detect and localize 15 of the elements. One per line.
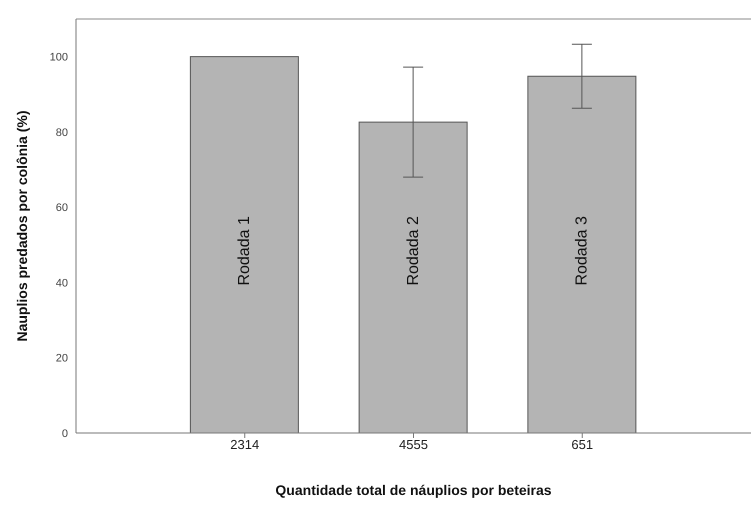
- y-tick-label: 20: [56, 352, 68, 365]
- x-tick-label: 2314: [230, 437, 260, 452]
- y-axis-title: Nauplios predados por colônia (%): [14, 110, 30, 342]
- annotation: Rodada 3: [574, 216, 591, 286]
- x-axis-title: Quantidade total de náuplios por beteiras: [275, 482, 552, 498]
- y-tick-label: 40: [56, 277, 68, 290]
- x-tick-label: 4555: [399, 437, 428, 452]
- bar: [190, 56, 299, 433]
- y-tick-label: 100: [50, 52, 68, 64]
- x-tick-label: 651: [571, 437, 594, 452]
- annotation: Rodada 2: [405, 216, 422, 286]
- annotation: Rodada 1: [236, 216, 254, 286]
- y-tick-label: 60: [56, 202, 68, 214]
- y-tick-label: 80: [56, 126, 68, 139]
- y-tick-label: 0: [62, 428, 68, 440]
